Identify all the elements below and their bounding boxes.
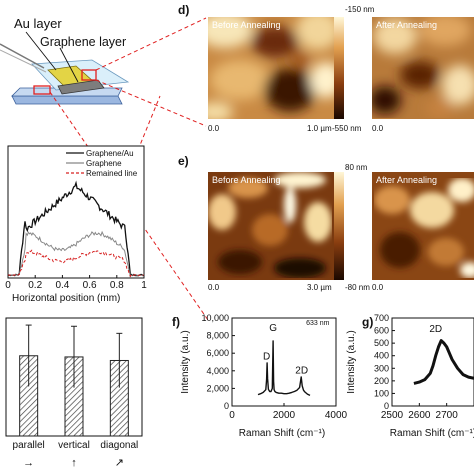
bar-arrow-vertical: ↑: [71, 457, 77, 469]
afm-d-after-x-origin: 0.0: [372, 124, 384, 133]
colorbar-e: [334, 172, 344, 280]
graphene-layer-shape: [57, 79, 105, 95]
profile-line-0: [7, 180, 145, 278]
panel-e-letter: e): [178, 154, 189, 168]
raman-y-tick-label-5: 500: [374, 338, 389, 348]
raman-x-tick-label-2: 2700: [436, 410, 459, 421]
bar-label-vertical: vertical: [58, 440, 90, 451]
afm-d-x-end: 1.0 µm: [307, 124, 332, 133]
raman-y-tick-label-1: 100: [374, 388, 389, 398]
afm-image-d-after: [372, 17, 474, 119]
raman-y-tick-label-4: 8,000: [206, 331, 229, 341]
highlight-box-bottom: [33, 85, 51, 95]
afm-e-after-x-origin: 0.0: [372, 283, 384, 292]
profile-x-tick-label-2: 0.4: [55, 280, 69, 291]
bar-label-diagonal: diagonal: [100, 440, 138, 451]
substrate-base: [11, 95, 123, 105]
raman-spectrum-line: [257, 340, 311, 397]
raman-y-tick-label-0: 0: [384, 401, 389, 411]
raman-x-tick-label-0: 2500: [381, 410, 404, 421]
profile-frame: [7, 145, 145, 279]
raman-y-label: Intensity (a.u.): [346, 330, 357, 393]
raman-panel-letter: g): [362, 315, 373, 329]
raman-y-tick-label-6: 600: [374, 326, 389, 336]
colorbar-d-top: -150 nm: [345, 5, 375, 14]
raman-x-tick-label-1: 2000: [273, 410, 296, 421]
sample-schematic: Au layer Graphene layer: [0, 16, 130, 105]
profile-legend-label-1: Graphene: [86, 159, 122, 168]
au-layer-label: Au layer: [14, 16, 62, 31]
raman-spectrum-line: [413, 339, 474, 385]
afm-image-e-after: [372, 172, 474, 280]
raman-f-laser-wavelength: 633 nm: [306, 320, 330, 327]
profile-line-2: [7, 249, 145, 278]
profile-x-tick-label-4: 0.8: [110, 280, 124, 291]
profile-legend-label-0: Graphene/Au: [86, 149, 134, 158]
panel-d-letter: d): [178, 3, 189, 17]
raman-y-label: Intensity (a.u.): [180, 330, 191, 393]
highlight-box-top: [81, 69, 97, 81]
afm-e-x-end: 3.0 µm: [307, 283, 332, 292]
raman-y-tick-label-4: 400: [374, 351, 389, 361]
afm-image-e-before: [208, 172, 334, 280]
au-pointer: [25, 31, 57, 71]
raman-x-tick-label-0: 0: [229, 410, 235, 421]
raman-chart-f: 0 2,000 4,000 6,000 8,000 10,000 0 2000 4000Rama…: [172, 313, 348, 439]
tweezer-line: [0, 43, 45, 69]
raman-y-tick-label-7: 700: [374, 313, 389, 323]
connector-lines: [49, 17, 209, 321]
bar-arrow-parallel: →: [23, 457, 34, 469]
bar-chart: parallel → vertical ↑ diagonal ↗: [5, 317, 143, 469]
profile-x-ticks: 0 0.2 0.4 0.6 0.8 1: [5, 275, 147, 291]
raman-y-tick-label-2: 200: [374, 376, 389, 386]
raman-y-tick-label-1: 2,000: [206, 383, 229, 393]
colorbar-e-top: 80 nm: [345, 163, 368, 172]
afm-e-x-origin: 0.0: [208, 283, 220, 292]
profile-line-1: [7, 230, 145, 278]
profile-x-tick-label-0: 0: [5, 280, 11, 291]
colorbar-e-bottom: -80 nm: [345, 283, 370, 292]
raman-g-annotation-0: 2D: [429, 324, 442, 335]
raman-y-tick-label-5: 10,000: [201, 313, 229, 323]
profile-series-group: [7, 180, 145, 278]
profile-x-label: Horizontal position (mm): [12, 293, 120, 304]
raman-x-label: Raman Shift (cm⁻¹): [239, 428, 325, 439]
raman-f-annotation-0: G: [269, 323, 277, 334]
raman-y-tick-label-2: 4,000: [206, 366, 229, 376]
raman-y-tick-label-0: 0: [224, 401, 229, 411]
tweezer-line-2: [0, 49, 47, 73]
afm-e-after-title: After Annealing: [376, 175, 437, 185]
bar-label-parallel: parallel: [13, 440, 45, 451]
raman-x-tick-label-2: 4000: [325, 410, 348, 421]
raman-f-annotation-2: 2D: [295, 365, 308, 376]
raman-chart-g: 0 100 200 300 400 500 600 700 2500 2600 2700 Raman …: [346, 313, 474, 439]
profile-x-tick-label-5: 1: [141, 280, 147, 291]
bar-series-group: [19, 324, 129, 437]
bar-arrow-diagonal: ↗: [115, 457, 124, 469]
raman-f-annotation-1: D: [263, 351, 270, 362]
raman-frame: [231, 317, 337, 407]
afm-image-d-before: [208, 17, 334, 119]
profile-x-tick-label-3: 0.6: [83, 280, 97, 291]
afm-d-x-origin: 0.0: [208, 124, 220, 133]
raman-y-tick-label-3: 6,000: [206, 348, 229, 358]
profile-legend-label-2: Remained line: [86, 169, 138, 178]
afm-e-before-title: Before Annealing: [212, 175, 281, 185]
raman-y-tick-label-3: 300: [374, 363, 389, 373]
afm-d-before-title: Before Annealing: [212, 20, 281, 30]
bar-category-labels: parallel → vertical ↑ diagonal ↗: [13, 440, 139, 469]
raman-x-label: Raman Shift (cm⁻¹): [390, 428, 474, 439]
colorbar-d: [334, 17, 344, 119]
raman-x-tick-label-1: 2600: [408, 410, 431, 421]
profile-x-tick-label-1: 0.2: [28, 280, 42, 291]
graphene-pointer: [59, 47, 79, 83]
colorbar-d-bottom: -550 nm: [332, 124, 362, 133]
raman-panel-letter: f): [172, 315, 180, 329]
graphene-layer-label: Graphene layer: [40, 35, 126, 49]
afm-d-after-title: After Annealing: [376, 20, 437, 30]
